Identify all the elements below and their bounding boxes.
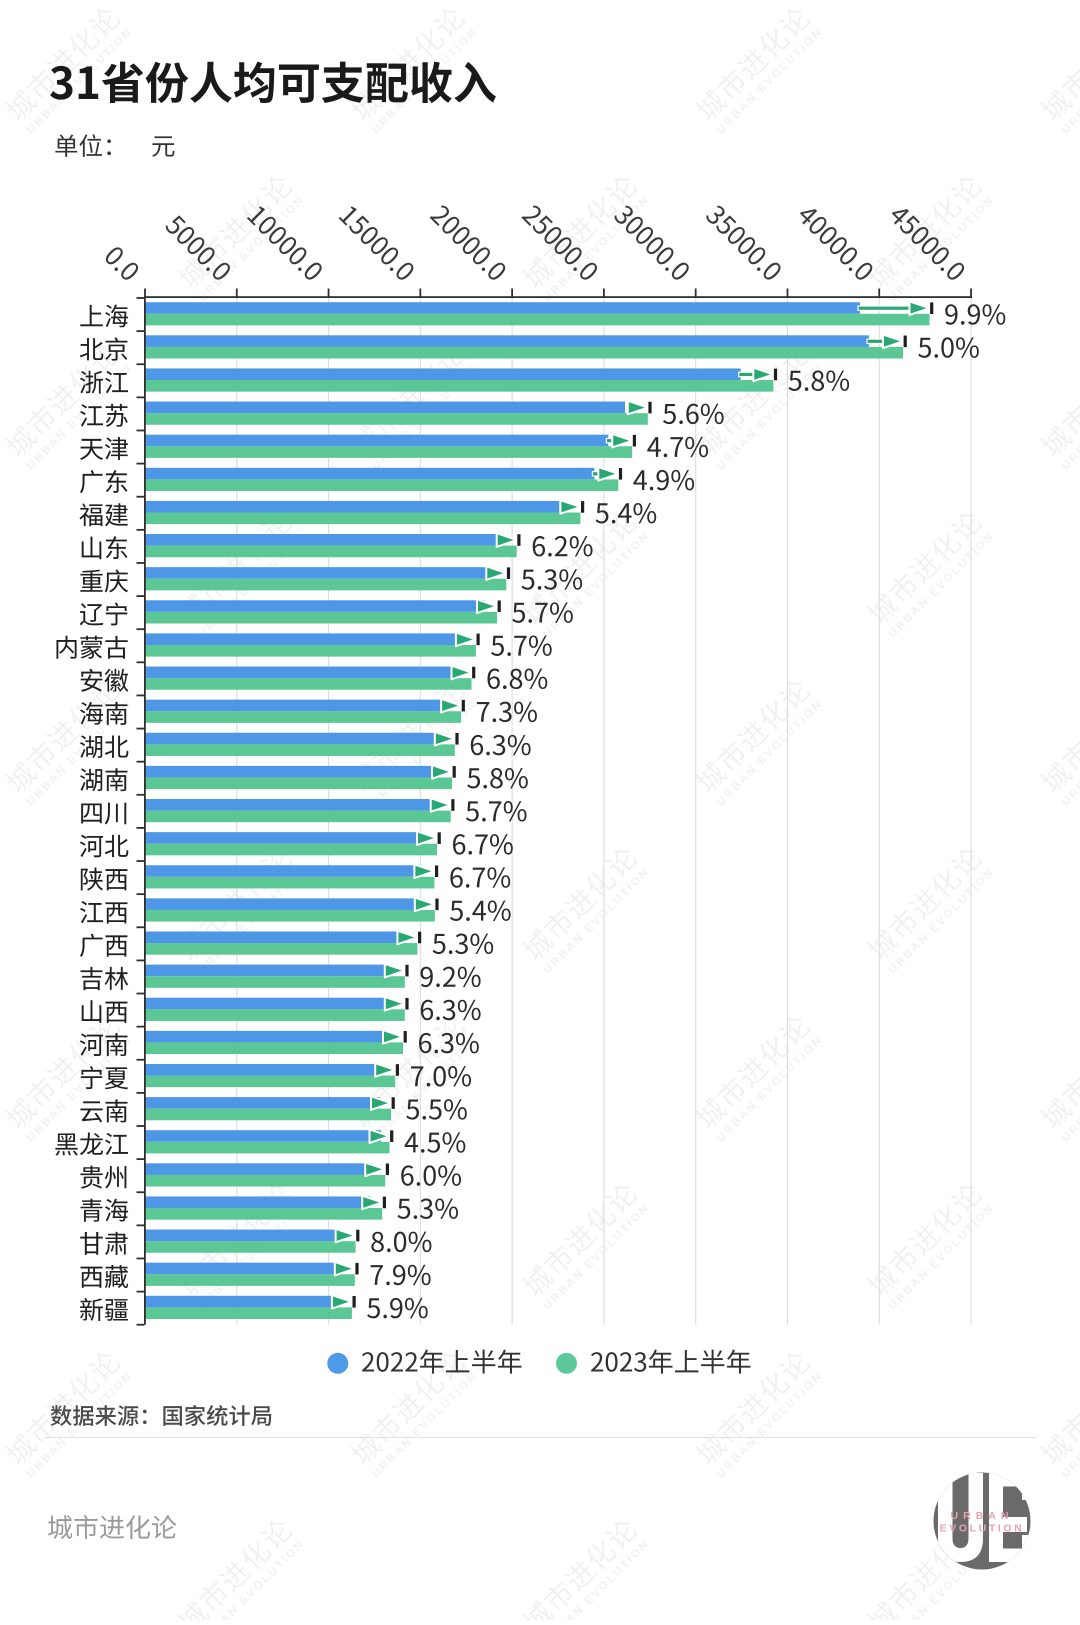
svg-text:URBAN: URBAN <box>951 1510 1014 1522</box>
svg-text:EVOLUTION: EVOLUTION <box>940 1523 1025 1535</box>
